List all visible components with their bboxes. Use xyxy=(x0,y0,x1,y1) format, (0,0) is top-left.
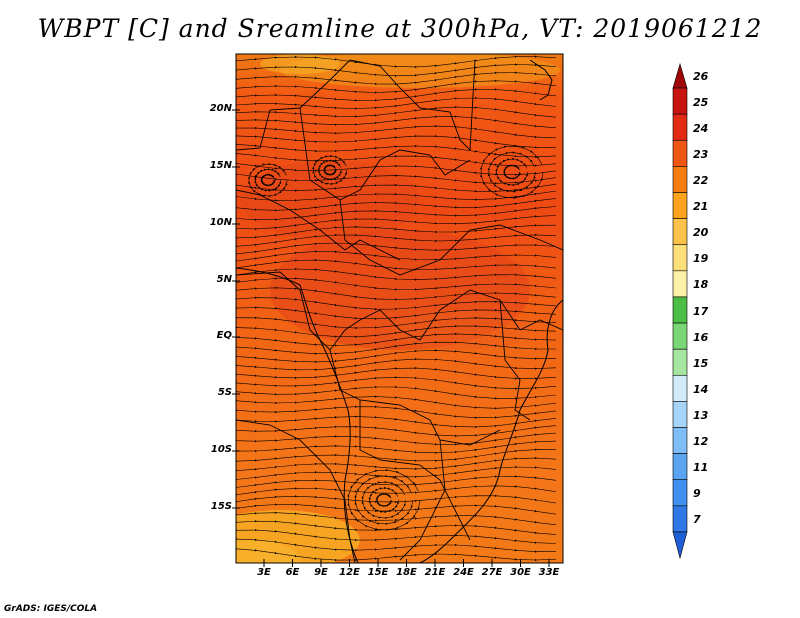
colorbar-label: 23 xyxy=(693,147,709,161)
streamline xyxy=(236,415,557,429)
colorbar-label: 7 xyxy=(693,513,701,527)
colorbar-label: 24 xyxy=(693,121,709,135)
lat-label: 10N xyxy=(209,217,232,228)
lon-label: 21E xyxy=(424,567,446,578)
colorbar-segment xyxy=(672,192,688,219)
map-frame xyxy=(235,53,564,564)
colorbar-bottom-arrow xyxy=(672,531,688,560)
streamline xyxy=(236,258,557,271)
colorbar-segment xyxy=(672,218,688,246)
colorbar-label: 19 xyxy=(693,252,709,266)
streamline xyxy=(236,241,557,255)
lat-label: 20N xyxy=(209,103,232,114)
colorbar-segment xyxy=(672,401,688,428)
lon-label: 15E xyxy=(367,567,389,578)
colorbar-label: 22 xyxy=(693,173,709,187)
colorbar-segment xyxy=(672,139,688,167)
streamline xyxy=(236,432,557,446)
temperature-field xyxy=(236,54,563,563)
colorbar-top-arrow xyxy=(672,62,688,89)
colorbar-label: 18 xyxy=(693,278,709,292)
lon-label: 6E xyxy=(285,567,300,578)
colorbar-label: 13 xyxy=(693,408,709,422)
coastlines xyxy=(236,59,563,563)
colorbar-segment xyxy=(672,348,688,376)
streamline xyxy=(236,115,557,129)
lat-label: 5S xyxy=(217,387,232,398)
lat-label: 15N xyxy=(209,160,232,171)
colorbar-segment xyxy=(672,453,688,481)
lat-label: EQ xyxy=(216,330,232,341)
colorbar-segment xyxy=(672,505,688,533)
colorbar-label: 21 xyxy=(693,200,709,214)
colorbar-segment xyxy=(672,244,688,272)
colorbar-segment xyxy=(672,427,688,454)
lon-label: 12E xyxy=(339,567,360,578)
lon-label: 24E xyxy=(453,567,474,578)
colorbar-segment xyxy=(672,296,688,324)
streamline xyxy=(236,250,557,262)
streamline xyxy=(479,144,544,200)
colorbar-label: 14 xyxy=(693,382,709,396)
colorbar-label: 11 xyxy=(693,461,709,475)
colorbar xyxy=(672,62,688,560)
colorbar-label: 15 xyxy=(693,356,709,370)
lon-label: 33E xyxy=(538,567,560,578)
colorbar-label: 26 xyxy=(693,69,709,83)
lon-label: 18E xyxy=(396,567,417,578)
colorbar-segment xyxy=(672,479,688,507)
colorbar-segment xyxy=(672,87,688,115)
streamline xyxy=(312,154,348,186)
colorbar-label: 25 xyxy=(693,95,709,109)
lon-label: 9E xyxy=(314,567,328,578)
streamline xyxy=(236,105,557,118)
colorbar-label: 17 xyxy=(693,304,709,318)
lat-label: 15S xyxy=(210,501,232,512)
lon-label: 27E xyxy=(481,567,503,578)
colorbar-segment xyxy=(672,113,688,141)
streamlines xyxy=(236,55,557,562)
lat-label: 5N xyxy=(216,274,232,285)
colorbar-segment xyxy=(672,322,688,350)
footer-credit: GrADS: IGES/COLA xyxy=(4,604,98,614)
streamline xyxy=(236,96,557,110)
lat-label: 10S xyxy=(210,444,232,455)
streamline xyxy=(247,162,288,198)
colorbar-segment xyxy=(672,166,688,193)
streamline xyxy=(347,468,421,532)
streamline xyxy=(236,547,557,562)
streamline xyxy=(236,425,557,438)
colorbar-label: 16 xyxy=(693,330,709,344)
country-borders xyxy=(236,59,563,563)
colorbar-label: 20 xyxy=(693,226,709,240)
lon-label: 30E xyxy=(510,567,531,578)
colorbar-label: 12 xyxy=(693,435,709,449)
chart-title: WBPT [C] and Sreamline at 300hPa, VT: 20… xyxy=(37,14,763,43)
lon-label: 3E xyxy=(257,567,271,578)
colorbar-label: 9 xyxy=(693,487,701,501)
colorbar-segment xyxy=(672,374,688,402)
colorbar-segment xyxy=(672,270,688,298)
streamline xyxy=(236,124,557,139)
